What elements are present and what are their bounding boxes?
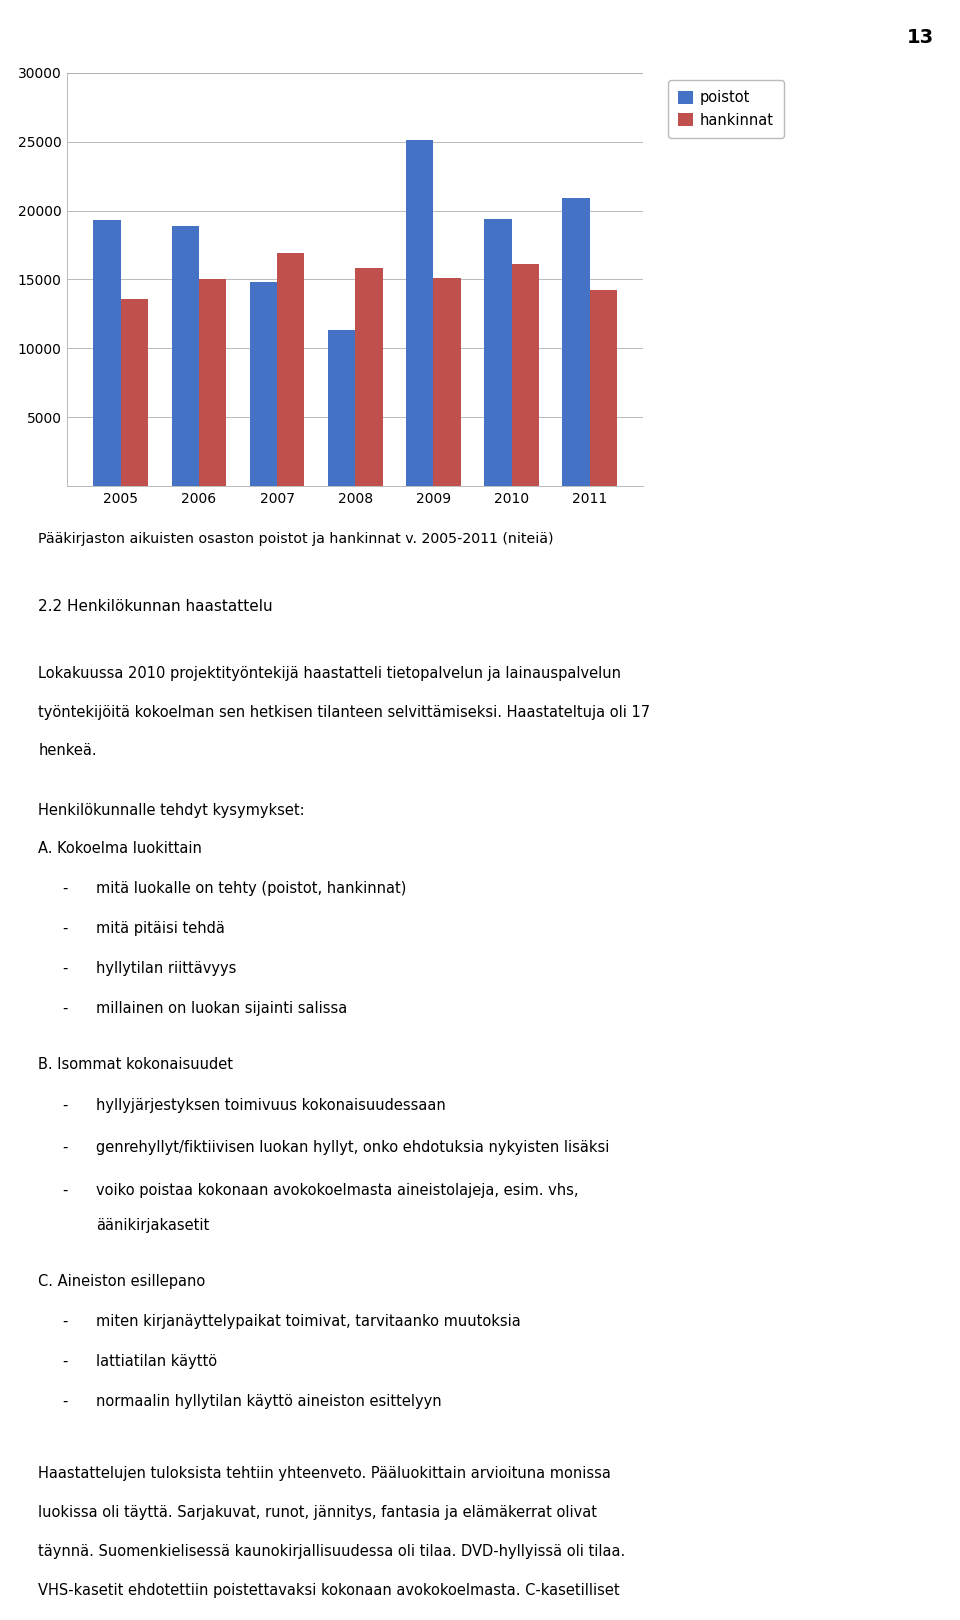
Text: työntekijöitä kokoelman sen hetkisen tilanteen selvittämiseksi. Haastateltuja ol: työntekijöitä kokoelman sen hetkisen til… (38, 705, 651, 719)
Text: B. Isommat kokonaisuudet: B. Isommat kokonaisuudet (38, 1058, 233, 1072)
Text: C. Aineiston esillepano: C. Aineiston esillepano (38, 1273, 205, 1290)
Text: 13: 13 (907, 28, 934, 47)
Text: -: - (62, 1314, 68, 1328)
Bar (406, 141, 433, 486)
Text: -: - (62, 1183, 68, 1199)
Text: Lokakuussa 2010 projektityöntekijä haastatteli tietopalvelun ja lainauspalvelun: Lokakuussa 2010 projektityöntekijä haast… (38, 666, 621, 680)
Text: -: - (62, 1001, 68, 1016)
Bar (484, 219, 512, 486)
Text: A. Kokoelma luokittain: A. Kokoelma luokittain (38, 841, 203, 855)
Bar (199, 280, 227, 486)
Text: -: - (62, 881, 68, 896)
Bar (93, 220, 121, 486)
Bar (172, 225, 199, 486)
Bar (355, 269, 382, 486)
Bar (563, 198, 589, 486)
Bar (433, 279, 461, 486)
Text: luokissa oli täyttä. Sarjakuvat, runot, jännitys, fantasia ja elämäkerrat olivat: luokissa oli täyttä. Sarjakuvat, runot, … (38, 1505, 597, 1520)
Text: Henkilökunnalle tehdyt kysymykset:: Henkilökunnalle tehdyt kysymykset: (38, 804, 305, 818)
Text: miten kirjanäyttelypaikat toimivat, tarvitaanko muutoksia: miten kirjanäyttelypaikat toimivat, tarv… (96, 1314, 520, 1328)
Text: -: - (62, 922, 68, 936)
Text: lattiatilan käyttö: lattiatilan käyttö (96, 1354, 217, 1369)
Text: -: - (62, 1395, 68, 1409)
Text: 2.2 Henkilökunnan haastattelu: 2.2 Henkilökunnan haastattelu (38, 599, 273, 614)
Bar (589, 290, 617, 486)
Text: mitä luokalle on tehty (poistot, hankinnat): mitä luokalle on tehty (poistot, hankinn… (96, 881, 406, 896)
Text: genrehyllyt/fiktiivisen luokan hyllyt, onko ehdotuksia nykyisten lisäksi: genrehyllyt/fiktiivisen luokan hyllyt, o… (96, 1140, 610, 1155)
Text: -: - (62, 1097, 68, 1113)
Bar (250, 282, 277, 486)
Text: äänikirjakasetit: äänikirjakasetit (96, 1218, 209, 1233)
Text: hyllytilan riittävyys: hyllytilan riittävyys (96, 961, 236, 977)
Text: -: - (62, 1354, 68, 1369)
Text: täynnä. Suomenkielisessä kaunokirjallisuudessa oli tilaa. DVD-hyllyissä oli tila: täynnä. Suomenkielisessä kaunokirjallisu… (38, 1544, 626, 1558)
Bar (277, 253, 304, 486)
Text: henkeä.: henkeä. (38, 744, 97, 758)
Text: Haastattelujen tuloksista tehtiin yhteenveto. Pääluokittain arvioituna monissa: Haastattelujen tuloksista tehtiin yhteen… (38, 1466, 612, 1481)
Text: normaalin hyllytilan käyttö aineiston esittelyyn: normaalin hyllytilan käyttö aineiston es… (96, 1395, 442, 1409)
Text: Pääkirjaston aikuisten osaston poistot ja hankinnat v. 2005-2011 (niteiä): Pääkirjaston aikuisten osaston poistot j… (38, 531, 554, 546)
Bar (121, 298, 148, 486)
Legend: poistot, hankinnat: poistot, hankinnat (668, 81, 784, 138)
Text: -: - (62, 961, 68, 977)
Text: millainen on luokan sijainti salissa: millainen on luokan sijainti salissa (96, 1001, 348, 1016)
Text: hyllyjärjestyksen toimivuus kokonaisuudessaan: hyllyjärjestyksen toimivuus kokonaisuude… (96, 1097, 445, 1113)
Bar (512, 264, 539, 486)
Bar (328, 330, 355, 486)
Text: VHS-kasetit ehdotettiin poistettavaksi kokonaan avokokoelmasta. C-kasetilliset: VHS-kasetit ehdotettiin poistettavaksi k… (38, 1583, 620, 1597)
Text: voiko poistaa kokonaan avokokoelmasta aineistolajeja, esim. vhs,: voiko poistaa kokonaan avokokoelmasta ai… (96, 1183, 579, 1199)
Text: mitä pitäisi tehdä: mitä pitäisi tehdä (96, 922, 225, 936)
Text: -: - (62, 1140, 68, 1155)
